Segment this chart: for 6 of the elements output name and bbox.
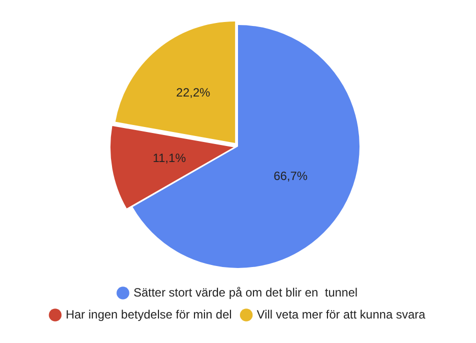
legend-label: Sätter stort värde på om det blir en tunnel	[133, 285, 358, 300]
legend-label: Har ingen betydelse för min del	[66, 307, 232, 322]
data-label: 22,2%	[176, 85, 211, 100]
legend-label: Vill veta mer för att kunna svara	[256, 307, 426, 322]
data-label: 11,1%	[152, 150, 186, 165]
data-label: 66,7%	[274, 169, 308, 184]
